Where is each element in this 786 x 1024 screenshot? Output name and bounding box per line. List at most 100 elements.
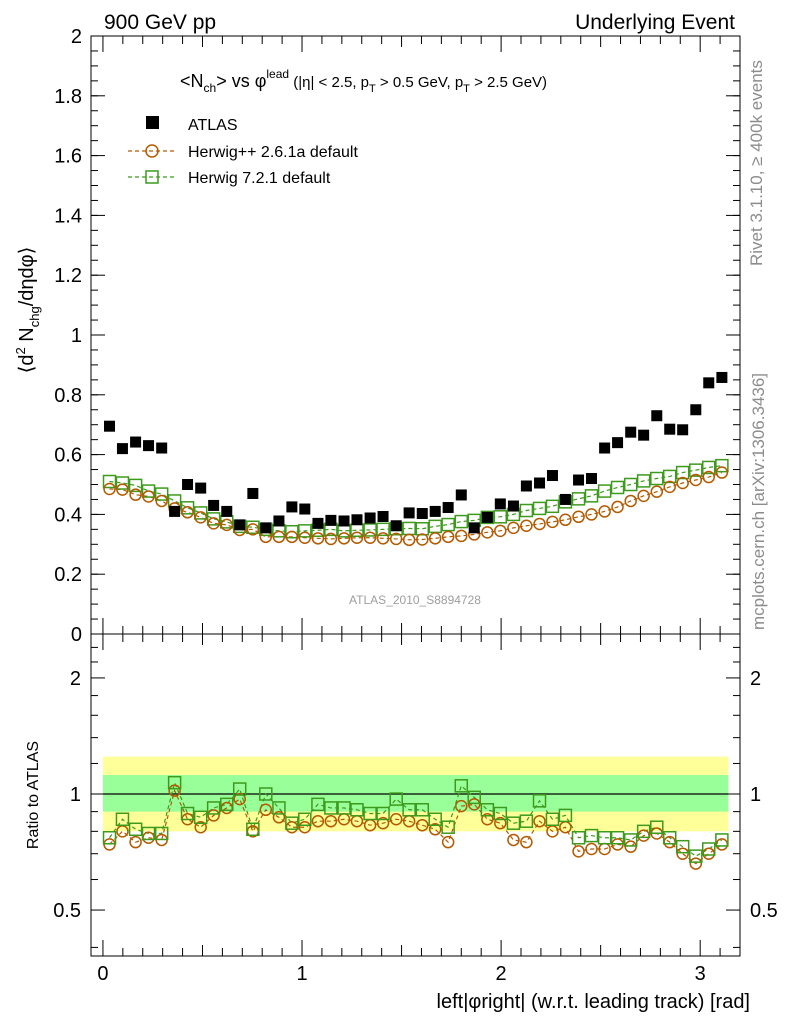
herwigpp-ratio-point bbox=[533, 814, 546, 828]
legend-label-herwig7: Herwig 7.2.1 default bbox=[188, 170, 331, 187]
herwig7-point bbox=[441, 517, 455, 532]
herwig7-point bbox=[285, 524, 299, 539]
herwig7-ratio-point bbox=[454, 779, 469, 793]
atlas-point bbox=[455, 489, 467, 501]
herwig7-ratio-point bbox=[220, 797, 234, 812]
herwigpp-ratio-point bbox=[428, 823, 442, 836]
herwigpp-point bbox=[650, 485, 664, 498]
herwig7-point bbox=[701, 460, 716, 475]
herwig7-ratio-point bbox=[337, 801, 351, 815]
atlas-point bbox=[494, 498, 506, 510]
herwig7-ratio-point bbox=[571, 831, 586, 845]
herwigpp-point bbox=[416, 533, 429, 546]
herwig7-point bbox=[597, 484, 612, 498]
herwig7-ratio-point bbox=[402, 803, 416, 817]
herwigpp-point bbox=[585, 508, 598, 521]
herwigpp-point bbox=[155, 494, 168, 508]
herwigpp-ratio-point bbox=[481, 812, 494, 826]
ratio-ticks bbox=[91, 634, 740, 956]
atlas-point bbox=[312, 517, 324, 529]
y-tick-label: 2 bbox=[71, 26, 82, 48]
atlas-point bbox=[390, 520, 402, 532]
ratio-y-tick-labels: 0.5 0.5 1 1 2 2 bbox=[53, 668, 778, 922]
herwig7-ratio-point bbox=[376, 806, 390, 821]
herwig7-point bbox=[519, 503, 534, 518]
herwig7-ratio-point bbox=[193, 810, 208, 825]
atlas-point bbox=[208, 499, 220, 511]
herwigpp-point bbox=[676, 476, 689, 490]
atlas-point bbox=[677, 424, 689, 436]
herwigpp-ratio-point bbox=[324, 814, 338, 828]
y-tick-label: 0.4 bbox=[54, 504, 82, 526]
herwigpp-ratio-point bbox=[194, 820, 207, 834]
herwig7-point bbox=[610, 480, 625, 495]
herwig7-point bbox=[141, 484, 156, 498]
herwig7-point bbox=[584, 489, 599, 503]
herwig7-ratio-point bbox=[636, 824, 651, 839]
herwigpp-point bbox=[181, 506, 194, 519]
legend-marker-herwig7 bbox=[145, 170, 159, 184]
x-axis-label: left|φright| (w.r.t. leading track) [rad… bbox=[437, 991, 750, 1013]
herwig7-ratio-point bbox=[350, 803, 364, 817]
herwig7-point bbox=[454, 514, 469, 529]
atlas-point bbox=[612, 437, 624, 449]
atlas-point bbox=[585, 473, 597, 485]
herwig7-ratio-point bbox=[675, 839, 690, 854]
atlas-point bbox=[416, 508, 428, 520]
herwigpp-point bbox=[116, 483, 129, 496]
atlas-point bbox=[195, 482, 207, 494]
herwig7-ratio-point bbox=[246, 822, 260, 837]
atlas-point bbox=[716, 371, 728, 383]
chart-title: <Nch> vs φlead (|η| < 2.5, pT > 0.5 GeV,… bbox=[180, 67, 547, 95]
main-y-tick-labels: 0 0.2 0.4 0.6 0.8 1 1.2 1.4 1.6 1.8 2 bbox=[54, 26, 82, 646]
herwigpp-line bbox=[109, 471, 723, 541]
legend-label-herwigpp: Herwig++ 2.6.1a default bbox=[188, 144, 358, 161]
herwigpp-point bbox=[246, 523, 260, 536]
y-tick-label: 0 bbox=[71, 624, 82, 646]
herwigpp-point bbox=[663, 480, 676, 494]
herwigpp-point bbox=[689, 473, 703, 487]
herwig7-ratio-point bbox=[584, 828, 599, 843]
x-tick-label: 0 bbox=[97, 963, 108, 985]
herwigpp-ratio-point bbox=[311, 814, 325, 828]
herwig7-point bbox=[115, 476, 130, 490]
herwigpp-ratio-point bbox=[272, 811, 286, 824]
herwig7-point bbox=[675, 465, 690, 480]
herwigpp-ratio-point bbox=[207, 809, 220, 822]
herwigpp-ratio-point bbox=[389, 812, 403, 826]
herwig7-ratio-point bbox=[623, 833, 638, 847]
herwigpp-point bbox=[311, 532, 325, 545]
herwig7-ratio-point bbox=[689, 849, 703, 863]
herwig7-point bbox=[545, 499, 560, 514]
atlas-point bbox=[703, 377, 715, 389]
herwig7-point bbox=[180, 501, 195, 515]
ratio-y-tick-label: 2 bbox=[70, 668, 81, 690]
atlas-point bbox=[638, 429, 650, 441]
ratio-panel: 0.5 0.5 1 1 2 2 0 1 2 3 bbox=[53, 633, 778, 985]
herwig7-ratio-point bbox=[272, 801, 286, 815]
herwig7-ratio-point bbox=[128, 822, 143, 837]
x-tick-labels: 0 1 2 3 bbox=[97, 963, 705, 985]
herwigpp-point bbox=[350, 531, 364, 544]
y-tick-label: 1.4 bbox=[54, 205, 82, 227]
herwig7-point bbox=[480, 510, 495, 525]
herwigpp-point bbox=[194, 511, 207, 524]
herwigpp-ratio-point bbox=[376, 816, 390, 830]
herwigpp-point bbox=[428, 532, 442, 545]
herwigpp-ratio-line bbox=[109, 788, 723, 865]
x-tick-label: 1 bbox=[296, 963, 307, 985]
atlas-point bbox=[221, 505, 233, 517]
herwigpp-ratio-point bbox=[455, 799, 468, 813]
herwig7-ratio-point bbox=[558, 808, 573, 823]
herwig7-point bbox=[493, 510, 508, 524]
atlas-point bbox=[299, 503, 311, 515]
herwigpp-point bbox=[376, 532, 390, 545]
herwigpp-ratio-point bbox=[507, 833, 520, 847]
herwigpp-point bbox=[702, 470, 715, 484]
herwigpp-ratio-point bbox=[233, 792, 246, 806]
y-tick-label: 0.2 bbox=[54, 564, 82, 586]
herwig7-point bbox=[193, 506, 208, 520]
herwigpp-ratio-point bbox=[689, 857, 703, 870]
atlas-point bbox=[143, 440, 155, 452]
